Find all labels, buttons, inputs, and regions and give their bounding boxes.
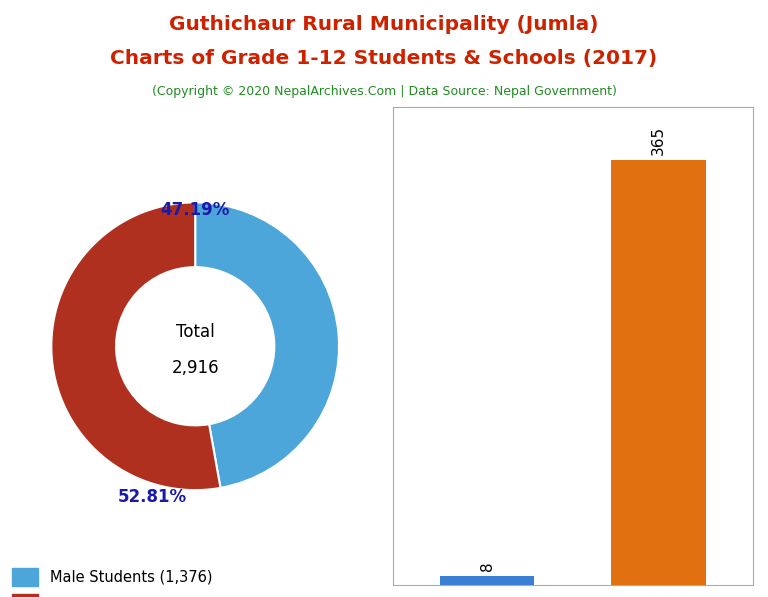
Text: (Copyright © 2020 NepalArchives.Com | Data Source: Nepal Government): (Copyright © 2020 NepalArchives.Com | Da… <box>151 85 617 98</box>
Text: 52.81%: 52.81% <box>118 488 187 506</box>
Text: 8: 8 <box>480 561 495 571</box>
Legend: Male Students (1,376), Female Students (1,540): Male Students (1,376), Female Students (… <box>5 561 238 597</box>
Bar <box>611 160 706 585</box>
Wedge shape <box>195 202 339 488</box>
Text: Total: Total <box>176 323 214 341</box>
Text: 47.19%: 47.19% <box>161 201 230 219</box>
Text: Guthichaur Rural Municipality (Jumla): Guthichaur Rural Municipality (Jumla) <box>169 15 599 34</box>
Text: Charts of Grade 1-12 Students & Schools (2017): Charts of Grade 1-12 Students & Schools … <box>111 49 657 68</box>
Text: 365: 365 <box>651 126 666 155</box>
Bar <box>440 576 535 585</box>
Text: 2,916: 2,916 <box>171 359 219 377</box>
Wedge shape <box>51 202 220 490</box>
